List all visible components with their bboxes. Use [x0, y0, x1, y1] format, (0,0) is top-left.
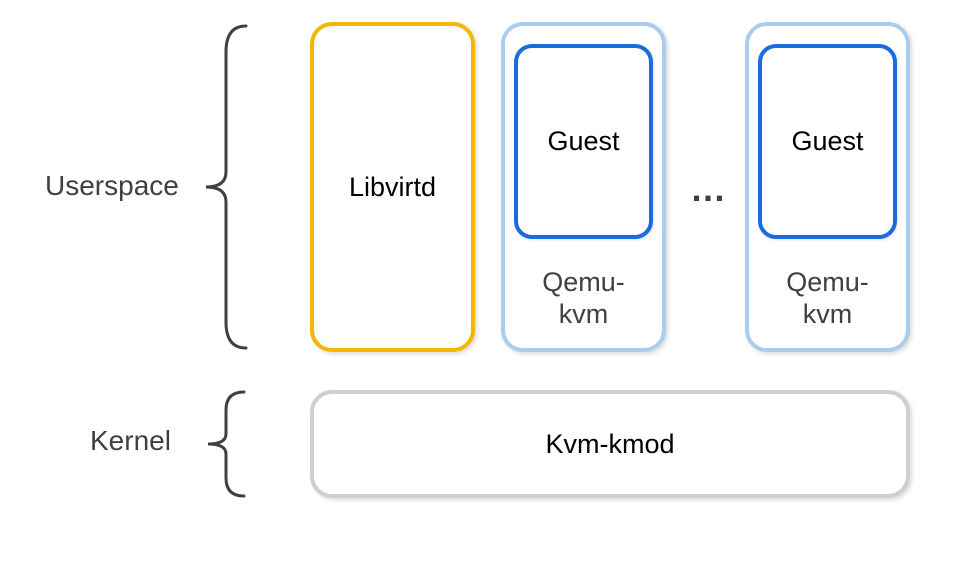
qemu-label-1: Qemu- kvm: [505, 266, 662, 331]
userspace-label: Userspace: [45, 170, 179, 202]
guest-label-2: Guest: [791, 126, 863, 157]
kvm-kmod-box: Kvm-kmod: [310, 390, 910, 498]
kvm-kmod-label: Kvm-kmod: [545, 429, 674, 460]
libvirtd-label: Libvirtd: [349, 172, 436, 203]
guest-label-1: Guest: [547, 126, 619, 157]
ellipsis: …: [690, 168, 728, 210]
userspace-brace: [200, 22, 250, 352]
kernel-label: Kernel: [90, 425, 171, 457]
qemu-label-2: Qemu- kvm: [749, 266, 906, 331]
guest-box-1: Guest: [514, 44, 653, 239]
kernel-brace: [200, 388, 248, 500]
libvirtd-box: Libvirtd: [310, 22, 475, 352]
guest-box-2: Guest: [758, 44, 897, 239]
